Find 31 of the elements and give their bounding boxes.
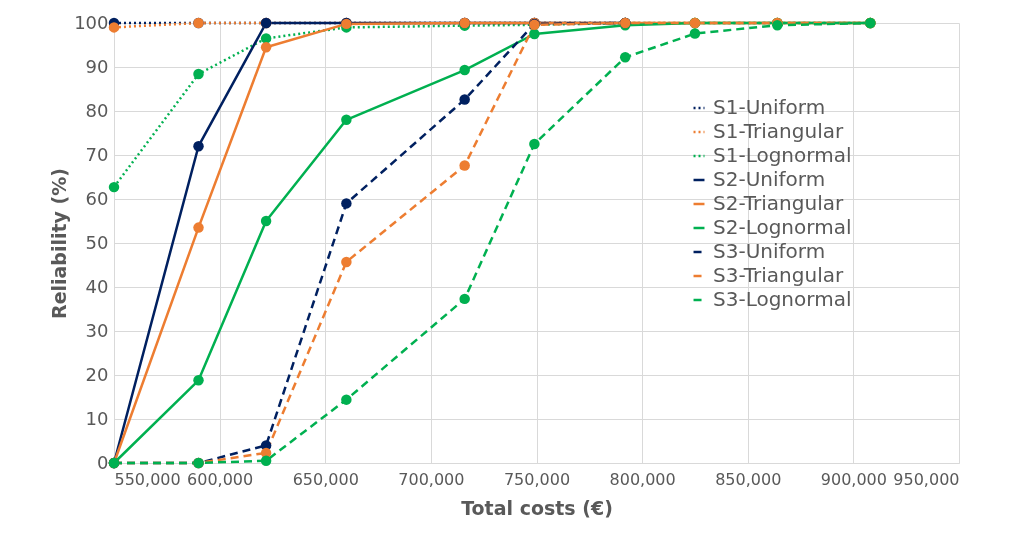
- x-tick-label: 950,000: [893, 469, 960, 489]
- y-tick-label: 0: [97, 451, 109, 473]
- legend-label: S1-Lognormal: [713, 143, 852, 167]
- legend-label: S3-Lognormal: [713, 287, 852, 311]
- y-tick-label: 10: [85, 407, 109, 429]
- y-tick-label: 90: [85, 55, 109, 77]
- y-tick-label: 30: [85, 319, 109, 341]
- x-tick-label: 700,000: [398, 469, 465, 489]
- y-tick-label: 20: [85, 363, 109, 385]
- y-tick-label: 80: [85, 99, 109, 121]
- y-tick-label: 40: [85, 275, 109, 297]
- legend-label: S1-Uniform: [713, 95, 826, 119]
- x-tick-label: 600,000: [187, 469, 254, 489]
- y-tick-label: 100: [74, 11, 109, 33]
- legend-label: S1-Triangular: [713, 119, 844, 143]
- y-tick-label: 50: [85, 231, 109, 253]
- x-tick-label: 550,000: [114, 469, 181, 489]
- legend-label: S2-Uniform: [713, 167, 826, 191]
- y-tick-label: 70: [85, 143, 109, 165]
- y-tick-label: 60: [85, 187, 109, 209]
- x-tick-label: 800,000: [609, 469, 676, 489]
- y-axis-title: Reliability (%): [48, 168, 71, 319]
- x-tick-label: 750,000: [503, 469, 571, 489]
- legend-label: S3-Uniform: [713, 239, 826, 263]
- x-tick-label: 850,000: [715, 469, 782, 489]
- legend-label: S2-Triangular: [713, 191, 844, 215]
- legend-label: S3-Triangular: [713, 263, 844, 287]
- x-axis-title: Total costs (€): [461, 496, 613, 519]
- x-tick-label: 900,000: [820, 469, 887, 489]
- legend-label: S2-Lognormal: [713, 215, 852, 239]
- x-tick-label: 650,000: [292, 469, 359, 489]
